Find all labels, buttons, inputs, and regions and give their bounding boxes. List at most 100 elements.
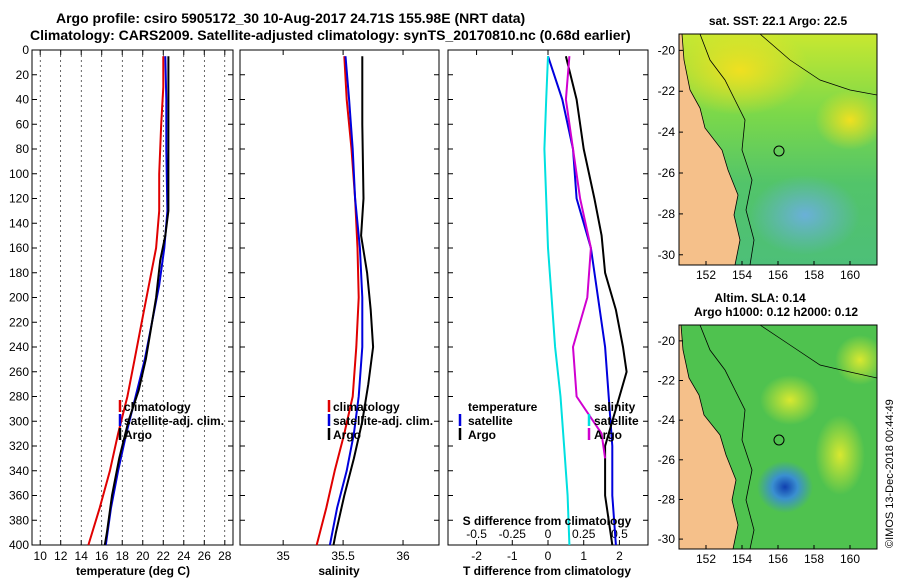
x-tick-label: 12 — [54, 549, 68, 563]
map-y-tick-label: -28 — [658, 492, 676, 506]
series-temperature-argo — [564, 55, 628, 546]
x-tick-label: 10 — [34, 549, 48, 563]
s-x-tick-label: 0 — [545, 527, 552, 541]
legend-label-satellite-adj: satellite-adj. clim. — [124, 414, 224, 428]
map-y-tick-label: -30 — [658, 532, 676, 546]
difference-legend: temperature satellite Argo salinity sate… — [458, 400, 639, 442]
map-y-tick-label: -26 — [658, 166, 676, 180]
map-x-tick-label: 160 — [840, 552, 860, 566]
temperature-plot-frame — [31, 49, 234, 546]
sst-warm-patch — [679, 34, 810, 115]
sla-high-patch — [760, 375, 820, 425]
bathymetry-contour — [699, 34, 755, 265]
map-y-tick-label: -26 — [658, 453, 676, 467]
y-tick-label: 180 — [9, 266, 29, 280]
s-x-tick-label: -0.5 — [466, 527, 487, 541]
argo-position-marker — [773, 434, 785, 446]
land-australia — [679, 325, 739, 549]
x-tick-label: -2 — [471, 549, 482, 563]
map-x-tick-label: 158 — [804, 552, 824, 566]
y-tick-label: 0 — [22, 43, 29, 57]
series-climatology — [87, 56, 165, 546]
y-tick-label: 20 — [16, 68, 30, 82]
x-tick-label: 16 — [95, 549, 109, 563]
temperature-lines — [87, 56, 170, 546]
salinity-ticks: 35 35.5 36 — [240, 49, 439, 563]
legend-label-argo: Argo — [333, 428, 361, 442]
difference-panel: -2 -1 0 1 2 -0.5 -0.25 0 0.25 0.5 T difference fr… — [447, 49, 649, 578]
legend-label-argo: Argo — [124, 428, 152, 442]
salinity-legend: climatology satellite-adj. clim. Argo — [327, 400, 433, 442]
map-y-tick-label: -20 — [658, 334, 676, 348]
y-tick-label: 40 — [16, 93, 30, 107]
x-tick-label: 22 — [157, 549, 171, 563]
salinity-x-label: salinity — [318, 564, 360, 578]
x-tick-label: 1 — [580, 549, 587, 563]
x-tick-label: 36 — [396, 549, 410, 563]
sst-warm-patch — [815, 90, 877, 150]
map-x-tick-label: 158 — [804, 268, 824, 282]
y-tick-label: 380 — [9, 513, 29, 527]
series-satellite-adj-clim — [328, 56, 364, 546]
x-tick-label: 20 — [136, 549, 150, 563]
sla-eddy — [757, 461, 813, 513]
legend-label-climatology: climatology — [124, 400, 191, 414]
y-tick-label: 160 — [9, 241, 29, 255]
x-tick-label: 35 — [276, 549, 290, 563]
legend-title-temperature: temperature — [468, 400, 538, 414]
y-tick-label: 60 — [16, 117, 30, 131]
legend-label-s-argo: Argo — [594, 428, 622, 442]
legend-title-salinity: salinity — [594, 400, 636, 414]
y-tick-label: 80 — [16, 142, 30, 156]
x-tick-label: 0 — [545, 549, 552, 563]
map-x-tick-label: 154 — [732, 268, 752, 282]
series-climatology — [315, 56, 360, 546]
map-y-tick-label: -30 — [658, 248, 676, 262]
s-x-tick-label: -0.25 — [499, 527, 527, 541]
x-tick-label: 35.5 — [331, 549, 355, 563]
temperature-x-label: temperature (deg C) — [76, 564, 190, 578]
y-tick-label: 220 — [9, 315, 29, 329]
temperature-legend: climatology satellite-adj. clim. Argo — [118, 400, 224, 442]
series-salinity-satellite — [543, 56, 571, 546]
map-y-tick-label: -24 — [658, 125, 676, 139]
sst-map-panel: sat. SST: 22.1 Argo: 22.5 152 154 156 158 16… — [658, 14, 878, 282]
sla-map-title-2: Argo h1000: 0.12 h2000: 0.12 — [694, 305, 858, 319]
sst-cool-patch — [750, 175, 860, 255]
bathymetry-contour — [699, 325, 755, 549]
y-tick-label: 400 — [9, 538, 29, 552]
legend-label-t-satellite: satellite — [468, 414, 513, 428]
y-tick-label: 280 — [9, 390, 29, 404]
sla-map-title-1: Altim. SLA: 0.14 — [714, 291, 806, 305]
x-tick-label: 14 — [75, 549, 89, 563]
map-x-tick-label: 154 — [732, 552, 752, 566]
map-y-tick-label: -22 — [658, 84, 676, 98]
map-y-tick-label: -24 — [658, 413, 676, 427]
legend-label-satellite-adj: satellite-adj. clim. — [333, 414, 433, 428]
imos-timestamp: ©IMOS 13-Dec-2018 00:44:49 — [884, 399, 896, 548]
map-y-tick-label: -28 — [658, 207, 676, 221]
x-tick-label: -1 — [507, 549, 518, 563]
land-australia — [679, 34, 741, 265]
y-tick-label: 300 — [9, 414, 29, 428]
series-argo — [332, 56, 375, 546]
y-tick-label: 320 — [9, 439, 29, 453]
legend-label-climatology: climatology — [333, 400, 400, 414]
legend-label-s-satellite: satellite — [594, 414, 639, 428]
y-tick-label: 340 — [9, 464, 29, 478]
y-tick-label: 240 — [9, 340, 29, 354]
y-tick-label: 120 — [9, 192, 29, 206]
salinity-panel: 35 35.5 36 salinity climatology satellite-… — [239, 49, 440, 578]
series-argo — [103, 56, 170, 546]
salinity-lines — [315, 56, 375, 546]
temperature-panel: 10 12 14 16 18 20 22 24 26 2802040608010012014016… — [9, 43, 234, 578]
legend-label-t-argo: Argo — [468, 428, 496, 442]
x-tick-label: 2 — [616, 549, 623, 563]
y-tick-label: 140 — [9, 216, 29, 230]
y-tick-label: 200 — [9, 291, 29, 305]
x-tick-label: 18 — [116, 549, 130, 563]
argo-position-marker — [773, 145, 785, 157]
series-temperature-satellite — [547, 55, 617, 546]
header-line-2: Climatology: CARS2009. Satellite-adjuste… — [30, 27, 631, 43]
